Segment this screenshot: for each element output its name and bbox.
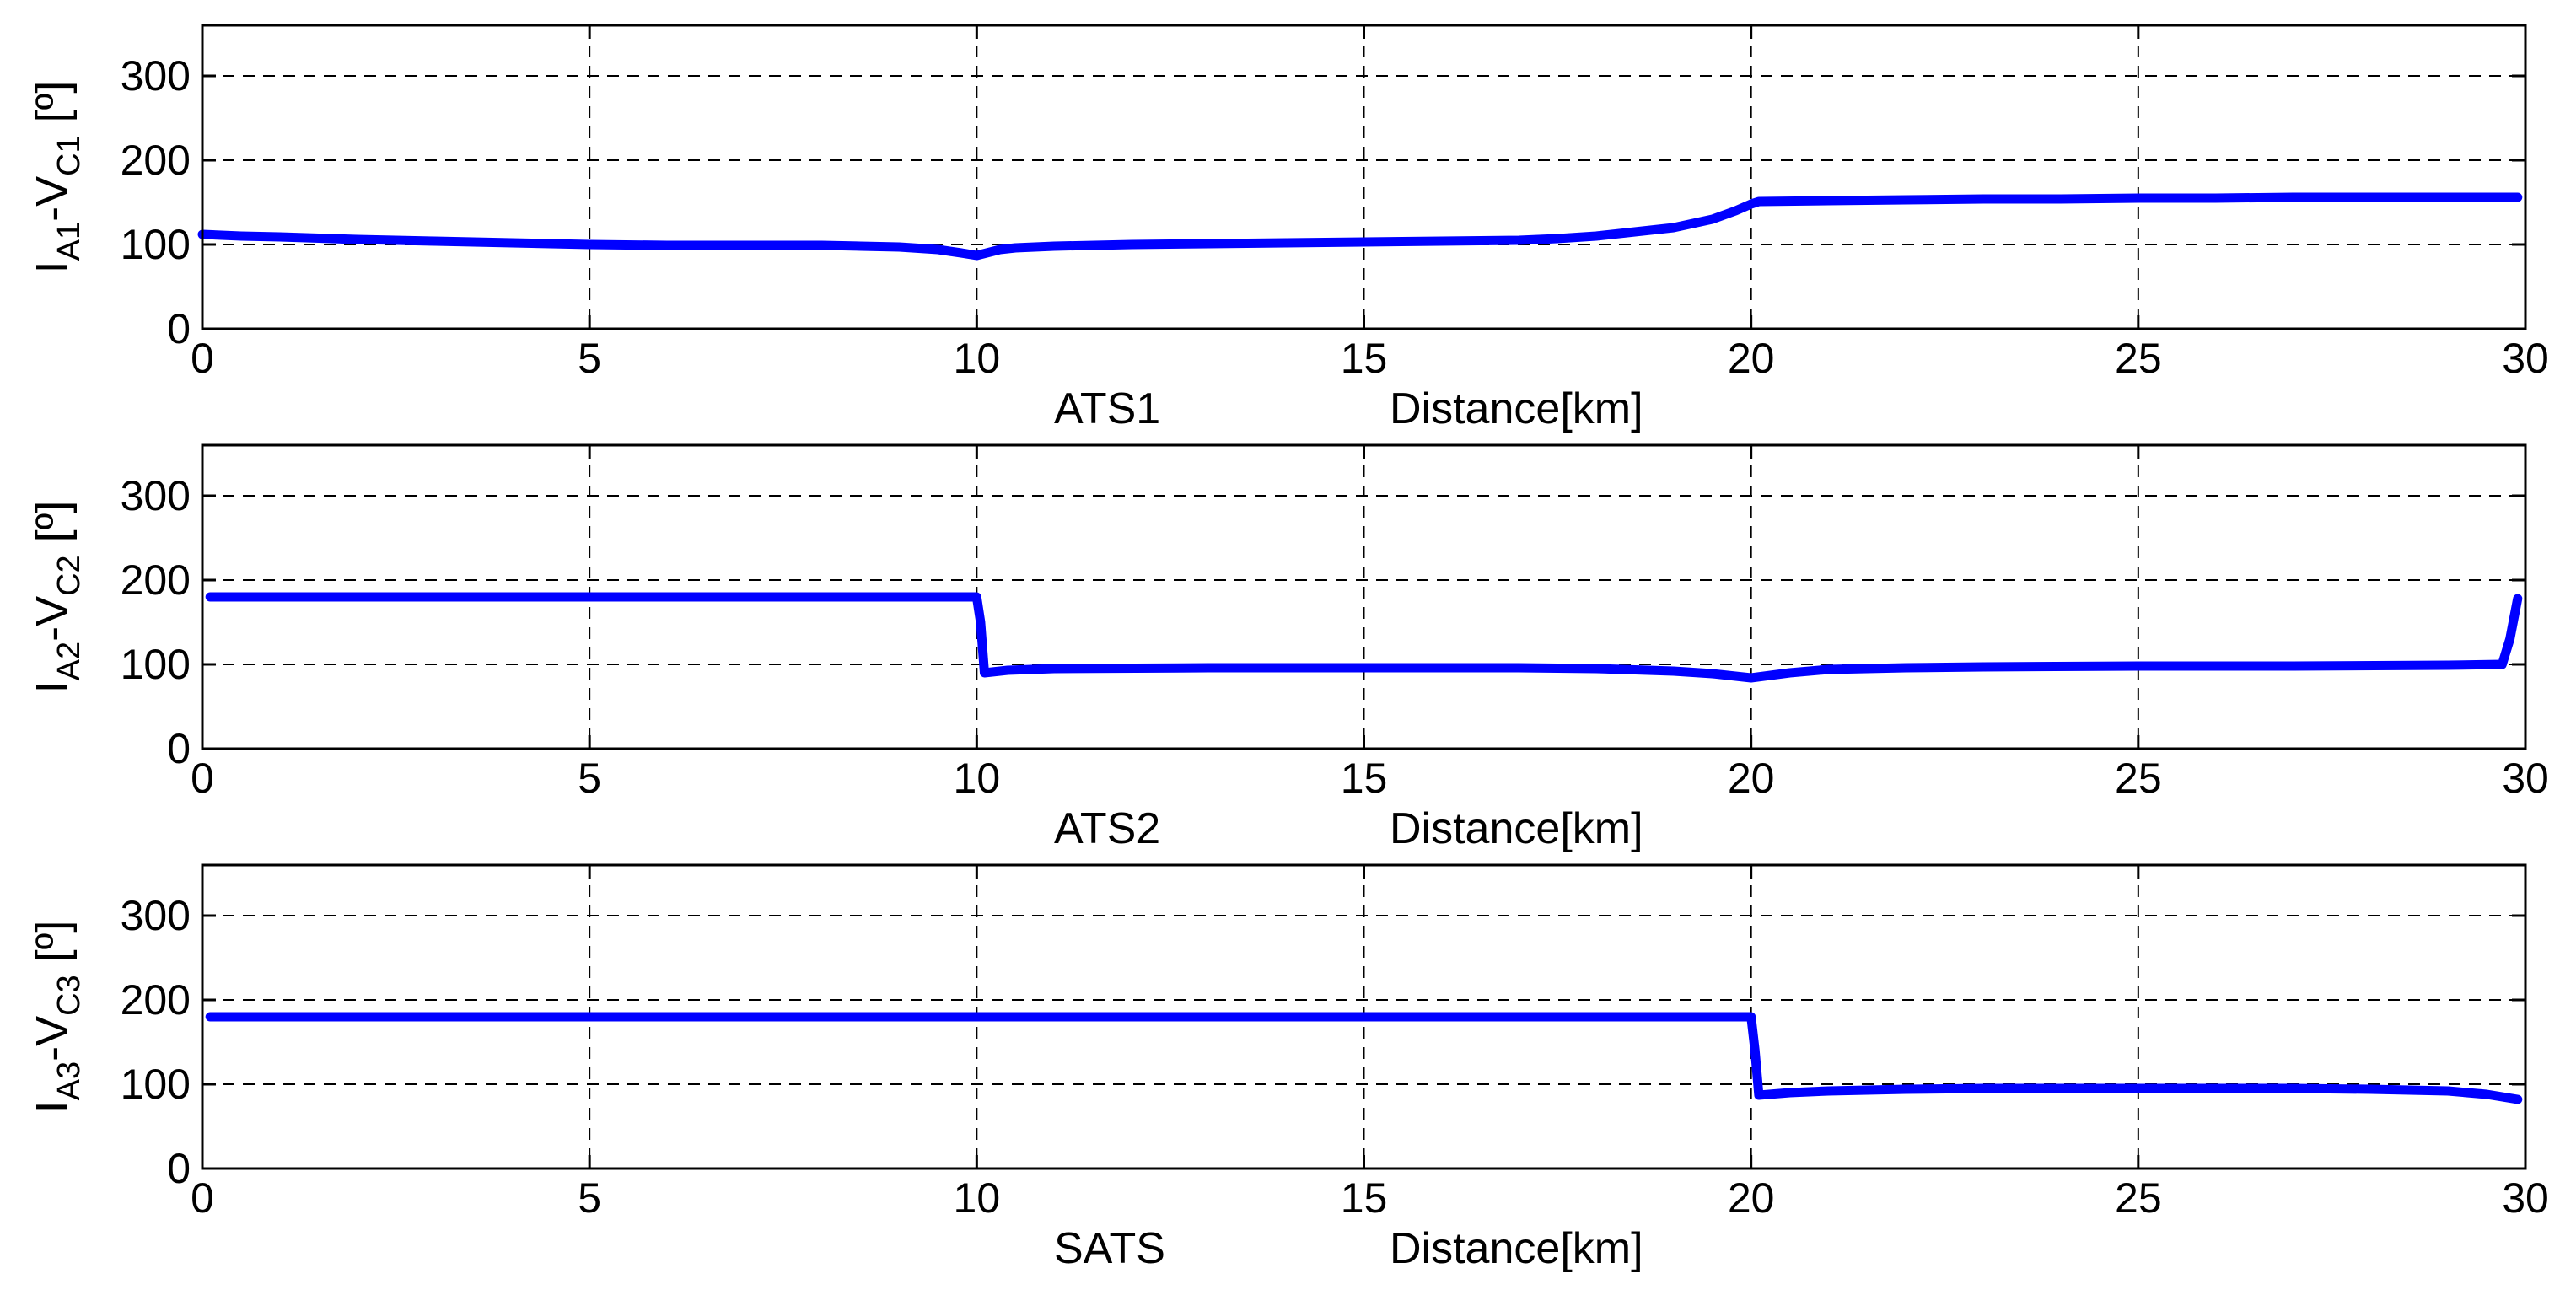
x-tick-label: 25: [2115, 1174, 2162, 1222]
x-tick-label: 25: [2115, 335, 2162, 382]
y-label-part: [º]: [27, 921, 78, 975]
y-label-subscript: C3: [51, 975, 87, 1016]
y-tick-label: 300: [121, 892, 191, 939]
x-tick-label: 20: [1728, 1174, 1775, 1222]
y-tick-label: 100: [121, 1061, 191, 1108]
y-label-subscript: A3: [51, 1061, 87, 1100]
y-label-part: I: [27, 261, 78, 273]
axes-box: [201, 863, 2527, 1170]
y-label-part: I: [27, 680, 78, 693]
y-tick-label: 100: [121, 641, 191, 688]
x-axis-label: Distance[km]: [1390, 804, 1643, 853]
x-tick-label: 15: [1341, 755, 1388, 802]
series-line-2: [205, 592, 2523, 683]
x-tick-label: 5: [578, 335, 601, 382]
x-axis-label: Distance[km]: [1390, 384, 1643, 433]
y-tick-label: 200: [121, 976, 191, 1024]
y-tick-label: 300: [121, 52, 191, 99]
x-tick-label: 0: [191, 335, 214, 382]
y-axis-label: IA2-VC2 [º]: [27, 501, 87, 694]
x-tick-label: 20: [1728, 755, 1775, 802]
x-tick-label: 5: [578, 1174, 601, 1222]
axes-box: [201, 443, 2527, 750]
y-label-part: -V: [27, 596, 78, 642]
y-label-subscript: A2: [51, 642, 87, 680]
x-tick-label: 30: [2502, 335, 2549, 382]
x-tick-label: 20: [1728, 335, 1775, 382]
series-line-1: [197, 192, 2523, 261]
y-tick-label: 0: [167, 305, 191, 352]
x-tick-label: 0: [191, 755, 214, 802]
x-tick-label: 30: [2502, 755, 2549, 802]
y-label-part: -V: [27, 1016, 78, 1061]
y-tick-label: 300: [121, 472, 191, 519]
x-tick-label: 30: [2502, 1174, 2549, 1222]
y-axis-label: IA1-VC1 [º]: [27, 81, 87, 274]
y-label-part: I: [27, 1100, 78, 1113]
y-label-part: [º]: [27, 81, 78, 136]
panel-label: ATS2: [1054, 804, 1160, 853]
y-label-part: -V: [27, 176, 78, 222]
y-axis-label: IA3-VC3 [º]: [27, 921, 87, 1114]
x-tick-label: 5: [578, 755, 601, 802]
x-axis-label: Distance[km]: [1390, 1224, 1643, 1273]
x-tick-label: 10: [954, 335, 1001, 382]
y-tick-label: 100: [121, 221, 191, 268]
x-tick-label: 15: [1341, 1174, 1388, 1222]
panel-label: ATS1: [1054, 384, 1160, 433]
y-tick-label: 0: [167, 725, 191, 772]
panel-label: SATS: [1054, 1224, 1165, 1273]
y-tick-label: 0: [167, 1145, 191, 1192]
x-tick-label: 25: [2115, 755, 2162, 802]
axes-box: [201, 24, 2527, 330]
y-label-part: [º]: [27, 501, 78, 556]
x-tick-label: 15: [1341, 335, 1388, 382]
y-tick-label: 200: [121, 137, 191, 184]
x-tick-label: 10: [954, 755, 1001, 802]
x-tick-label: 0: [191, 1174, 214, 1222]
y-tick-label: 200: [121, 556, 191, 604]
y-label-subscript: C1: [51, 135, 87, 176]
series-line-3: [205, 1012, 2523, 1104]
x-tick-label: 10: [954, 1174, 1001, 1222]
y-label-subscript: C2: [51, 555, 87, 596]
y-label-subscript: A1: [51, 222, 87, 261]
